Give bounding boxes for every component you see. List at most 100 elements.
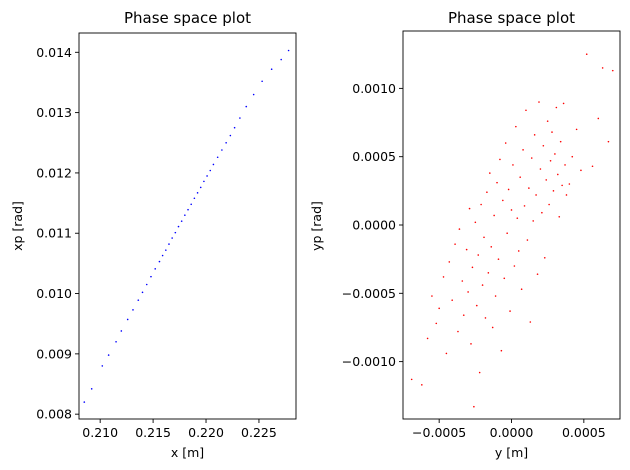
right-data-point [489, 172, 491, 174]
left-data-point [120, 330, 123, 332]
right-y-tick-label: 0.0005 [352, 149, 396, 164]
right-data-point [504, 142, 507, 144]
left-data-point [107, 354, 110, 356]
left-y-tick-label: 0.014 [36, 45, 72, 60]
right-y-tick-label: 0.0010 [352, 81, 396, 96]
left-data-point [225, 141, 227, 144]
left-data-point [196, 192, 199, 194]
right-data-point [551, 131, 553, 133]
right-data-point [410, 378, 413, 381]
right-data-point [528, 187, 530, 189]
right-data-point [494, 295, 497, 297]
right-data-point [513, 265, 516, 267]
left-data-point [165, 249, 167, 251]
right-data-point [509, 310, 511, 312]
right-data-point [510, 209, 513, 211]
left-data-point [199, 186, 202, 189]
left-axis-ticks: 0.210 0.215 0.220 0.225 0.008 0.009 0.010 0.011… [36, 45, 277, 440]
left-axes-frame [78, 32, 297, 420]
left-data-point [158, 260, 161, 263]
right-x-axis-label: y [m] [495, 445, 528, 460]
right-data-point [607, 140, 610, 143]
left-data-point [280, 58, 282, 61]
left-data-point [193, 197, 196, 200]
right-data-point [542, 144, 545, 147]
right-data-point [541, 211, 543, 214]
right-data-point [519, 176, 521, 178]
right-data-point [529, 321, 532, 323]
left-data-point [154, 268, 157, 270]
right-data-point [568, 183, 571, 185]
left-data-point [252, 93, 255, 96]
left-data-point [206, 175, 208, 177]
right-data-point [530, 157, 533, 159]
right-data-point [458, 228, 461, 230]
left-data-point [233, 126, 236, 129]
right-data-point [461, 280, 464, 282]
left-data-point [115, 341, 117, 343]
right-scatter-points [410, 53, 614, 408]
left-scatter-points [83, 49, 290, 403]
left-data-point [137, 299, 140, 301]
left-data-point [184, 214, 186, 216]
right-data-point [555, 106, 558, 109]
left-y-axis-label: xp [rad] [10, 201, 25, 251]
left-data-point [245, 105, 248, 108]
right-data-point [545, 179, 548, 181]
left-data-point [287, 49, 290, 52]
right-data-point [564, 164, 566, 166]
right-data-point [535, 194, 537, 196]
right-data-point [475, 304, 478, 307]
right-data-point [448, 261, 451, 263]
left-y-tick-label: 0.009 [36, 346, 72, 361]
right-data-point [546, 120, 549, 122]
right-data-point [500, 349, 503, 352]
right-y-axis-label: yp [rad] [309, 201, 324, 251]
left-data-point [177, 225, 180, 228]
right-data-point [462, 314, 465, 316]
right-data-point [491, 326, 494, 329]
left-y-tick-label: 0.013 [36, 105, 72, 120]
right-data-point [473, 405, 475, 408]
left-phase-space-panel: 0.210 0.215 0.220 0.225 0.008 0.009 0.010 0.011… [10, 9, 297, 460]
right-data-point [497, 258, 500, 260]
right-data-point [454, 243, 456, 245]
right-data-point [611, 69, 614, 72]
right-data-point [451, 299, 453, 301]
right-data-point [467, 291, 469, 293]
left-x-tick-label: 0.220 [188, 425, 224, 440]
left-y-tick-label: 0.008 [36, 407, 72, 422]
right-data-point [533, 134, 536, 136]
left-x-tick-label: 0.210 [82, 425, 118, 440]
right-data-point [565, 194, 568, 196]
right-chart-title: Phase space plot [448, 9, 575, 27]
left-data-point [180, 220, 183, 222]
right-data-point [431, 295, 433, 297]
right-data-point [562, 102, 565, 105]
right-data-point [435, 322, 438, 325]
right-data-point [470, 343, 472, 345]
left-y-tick-label: 0.010 [36, 286, 72, 301]
right-data-point [543, 256, 546, 259]
right-data-point [493, 214, 495, 217]
left-data-point [83, 401, 86, 403]
right-data-point [601, 67, 604, 69]
right-x-tick-label: −0.0005 [412, 425, 466, 440]
right-data-point [496, 181, 498, 184]
right-data-point [526, 239, 529, 241]
right-data-point [465, 248, 468, 251]
left-data-point [141, 291, 144, 294]
right-data-point [445, 352, 448, 355]
right-data-point [559, 140, 562, 143]
right-x-tick-label: 0.0005 [562, 425, 606, 440]
left-data-point [101, 365, 104, 367]
right-data-point [457, 330, 459, 333]
right-data-point [552, 190, 555, 192]
right-data-point [532, 220, 534, 222]
right-data-point [585, 53, 588, 56]
right-data-point [471, 266, 474, 269]
right-data-point [558, 216, 561, 218]
right-data-point [538, 101, 540, 103]
left-data-point [145, 283, 148, 286]
right-data-point [591, 165, 594, 168]
